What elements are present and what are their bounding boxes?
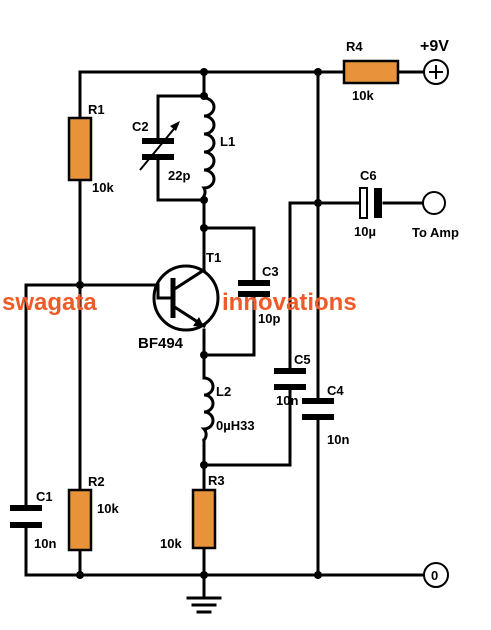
c1-ref-label: C1 [36,489,53,504]
c5-value-label: 10n [276,393,298,408]
ground-terminal-label: 0 [431,568,438,583]
junctions [76,68,322,579]
transistor-t1: T1 BF494 [138,243,221,352]
capacitor-c4: C4 10n [302,383,349,447]
junction-dot [200,571,208,579]
inductor-l2: L2 0µH33 [200,376,255,443]
c3-ref-label: C3 [262,264,279,279]
c1-value-label: 10n [34,536,56,551]
junction-dot [314,199,322,207]
ground-symbol [186,596,222,614]
l2-ref-label: L2 [216,384,231,399]
junction-dot [314,571,322,579]
capacitor-c1: C1 10n [10,489,56,551]
capacitor-c5: C5 10n [274,352,311,408]
l1-ref-label: L1 [220,134,235,149]
junction-dot [76,571,84,579]
junction-dot [314,68,322,76]
capacitor-c6: C6 10µ [354,168,382,239]
t1-ref-label: T1 [206,250,221,265]
c2-ref-label: C2 [132,119,149,134]
junction-dot [76,281,84,289]
r3-ref-label: R3 [208,473,225,488]
r1-ref-label: R1 [88,102,105,117]
watermark-right: innovations [222,289,357,316]
c4-value-label: 10n [327,432,349,447]
junction-dot [200,461,208,469]
inductor-l1: L1 [201,96,235,199]
r1-value-label: 10k [92,180,114,195]
t1-part-label: BF494 [138,335,184,352]
r3-value-label: 10k [160,536,182,551]
l2-value-label: 0µH33 [216,418,255,433]
r2-value-label: 10k [97,501,119,516]
junction-dot [200,351,208,359]
r4-ref-label: R4 [346,39,363,54]
c6-value-label: 10µ [354,224,376,239]
resistor-r2: R2 10k [67,474,119,552]
capacitor-c2-variable: C2 22p [132,119,190,183]
resistor-r4: R4 10k [342,39,400,103]
output-terminal: To Amp [412,191,459,240]
c3-value-label: 10p [258,311,280,326]
capacitor-c3: C3 10p [238,264,280,326]
r4-value-label: 10k [352,88,374,103]
watermark-left: swagata [2,289,97,316]
junction-dot [200,224,208,232]
junction-dot [200,68,208,76]
resistor-r3: R3 10k [160,473,225,551]
supply-terminal: +9V [420,38,449,85]
junction-dot [200,196,208,204]
ground-terminal: 0 [423,562,449,588]
c4-ref-label: C4 [327,383,344,398]
c2-value-label: 22p [168,168,190,183]
c6-ref-label: C6 [360,168,377,183]
output-label: To Amp [412,225,459,240]
r2-ref-label: R2 [88,474,105,489]
supply-voltage-label: +9V [420,38,449,55]
resistor-r1: R1 10k [67,102,114,195]
c5-ref-label: C5 [294,352,311,367]
